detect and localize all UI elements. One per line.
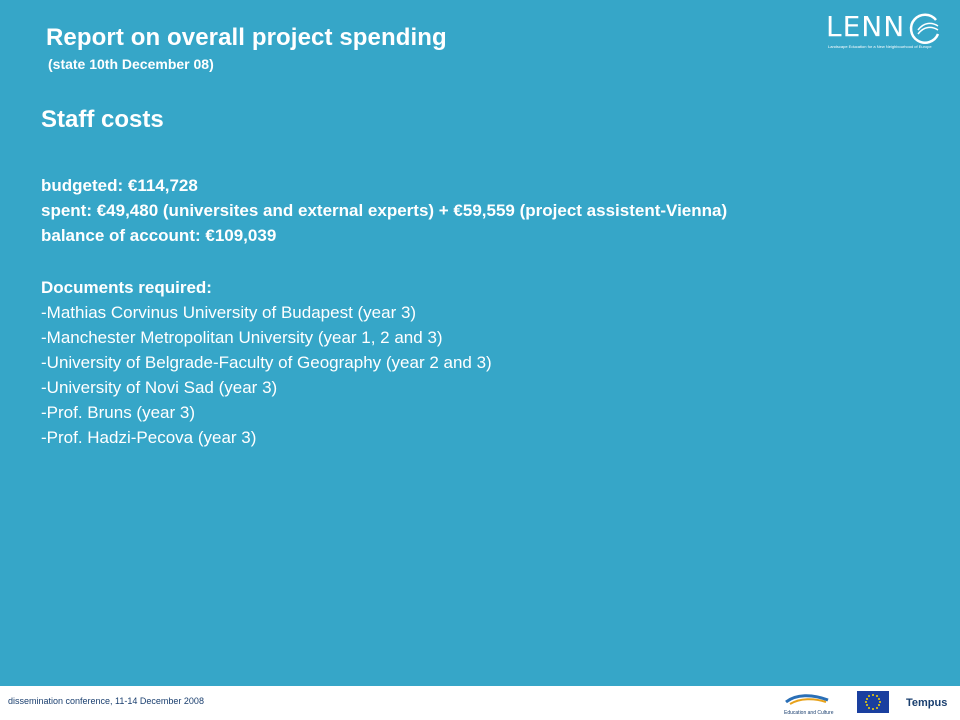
eu-flag-icon	[857, 691, 889, 713]
document-item: -Prof. Hadzi-Pecova (year 3)	[41, 428, 257, 447]
page-title: Report on overall project spending	[46, 24, 447, 51]
section-heading: Staff costs	[41, 106, 164, 133]
lenn-logo: LENN Landscape Education for a New Neigh…	[826, 10, 946, 54]
logo-circle-icon	[909, 13, 940, 44]
tempus-logo: Tempus	[906, 697, 948, 709]
page-subtitle: (state 10th December 08)	[48, 56, 214, 72]
document-item: -Mathias Corvinus University of Budapest…	[41, 303, 417, 322]
logo-text: LENN	[826, 10, 906, 43]
document-item: -Prof. Bruns (year 3)	[41, 403, 195, 422]
footer-text: dissemination conference, 11-14 December…	[8, 696, 204, 706]
budgeted-line: budgeted: €114,728	[41, 176, 198, 195]
balance-line: balance of account: €109,039	[41, 226, 277, 245]
document-item: -University of Belgrade-Faculty of Geogr…	[41, 353, 492, 372]
documents-heading: Documents required:	[41, 278, 212, 297]
spent-line: spent: €49,480 (universites and external…	[41, 201, 728, 220]
content-block: budgeted: €114,728 spent: €49,480 (unive…	[41, 173, 727, 450]
education-culture-logo: Education and Culture	[784, 694, 834, 716]
document-item: -Manchester Metropolitan University (yea…	[41, 328, 443, 347]
slide: Report on overall project spending (stat…	[0, 0, 960, 686]
logo-tagline: Landscape Education for a New Neighbourh…	[828, 44, 932, 49]
document-item: -University of Novi Sad (year 3)	[41, 378, 278, 397]
edu-logo-label: Education and Culture	[784, 710, 834, 716]
